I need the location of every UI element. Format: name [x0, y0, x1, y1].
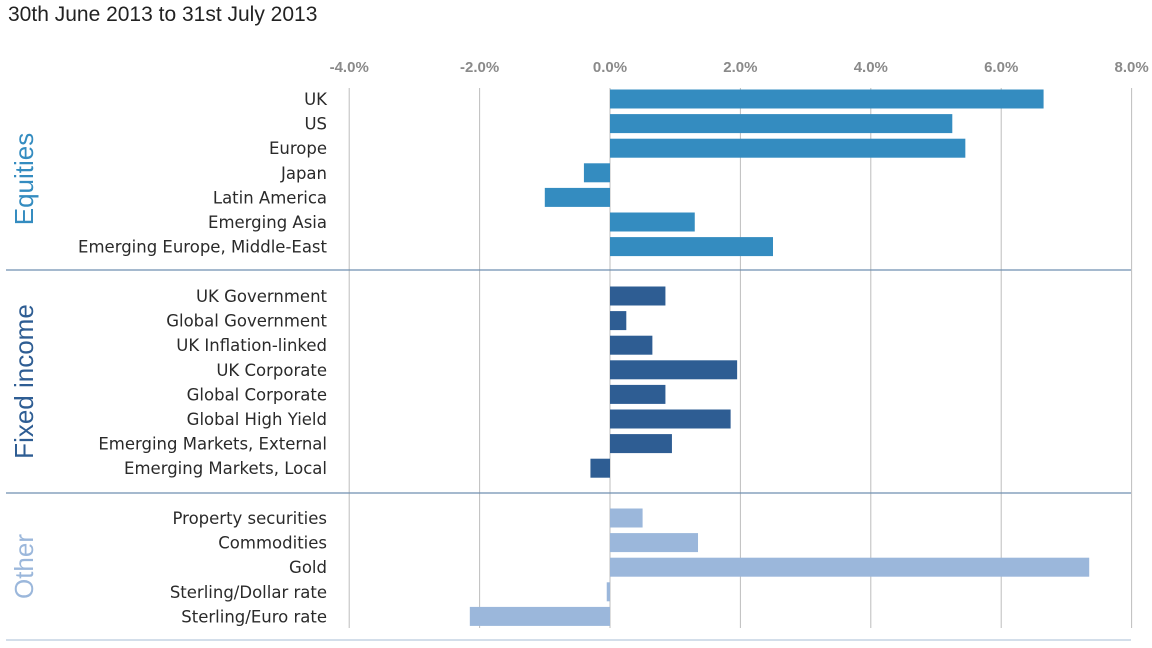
- bar: [610, 533, 699, 553]
- category-label: Commodities: [218, 534, 327, 553]
- category-label: UK Corporate: [216, 361, 327, 380]
- bar: [583, 163, 610, 183]
- chart-title: 30th June 2013 to 31st July 2013: [8, 3, 318, 26]
- x-tick-label: 6.0%: [984, 59, 1018, 76]
- category-label: Global Corporate: [187, 385, 327, 404]
- category-label: Emerging Markets, External: [98, 435, 327, 454]
- category-label: Japan: [280, 164, 327, 183]
- category-label: Sterling/Euro rate: [181, 607, 327, 626]
- bar: [610, 114, 953, 134]
- category-label: UK Government: [196, 287, 328, 306]
- x-tick-label: 4.0%: [854, 59, 888, 76]
- x-tick-label: -2.0%: [460, 59, 499, 76]
- bar: [610, 311, 627, 331]
- group-label: Other: [9, 534, 39, 599]
- bar: [610, 384, 666, 404]
- group-label: Fixed income: [9, 304, 39, 459]
- bar: [610, 557, 1090, 577]
- x-tick-label: 0.0%: [593, 59, 627, 76]
- bar: [590, 458, 610, 478]
- category-label: Europe: [269, 139, 327, 158]
- category-label: Latin America: [213, 188, 327, 207]
- bar: [610, 237, 773, 257]
- bar: [610, 89, 1044, 109]
- group-label: Equities: [9, 133, 39, 226]
- category-label: Emerging Markets, Local: [124, 459, 327, 478]
- category-label: UK: [304, 90, 328, 109]
- bar: [610, 508, 643, 528]
- bar: [469, 606, 610, 626]
- x-tick-label: 8.0%: [1114, 59, 1148, 76]
- bar: [610, 409, 731, 429]
- category-label: Property securities: [172, 509, 327, 528]
- bar: [610, 360, 738, 380]
- bar: [610, 212, 695, 232]
- category-label: US: [304, 115, 327, 134]
- bar: [610, 434, 672, 454]
- bar: [610, 286, 666, 306]
- category-label: Global High Yield: [187, 410, 327, 429]
- x-tick-label: 2.0%: [723, 59, 757, 76]
- category-label: Global Government: [166, 312, 327, 331]
- x-tick-label: -4.0%: [330, 59, 369, 76]
- category-label: Emerging Europe, Middle-East: [78, 238, 327, 257]
- bar: [610, 138, 966, 158]
- bar: [610, 335, 653, 355]
- category-label: Sterling/Dollar rate: [170, 583, 327, 602]
- category-label: Emerging Asia: [208, 213, 327, 232]
- category-label: UK Inflation-linked: [176, 336, 327, 355]
- bar: [606, 582, 610, 602]
- bar: [544, 187, 610, 207]
- category-label: Gold: [289, 558, 327, 577]
